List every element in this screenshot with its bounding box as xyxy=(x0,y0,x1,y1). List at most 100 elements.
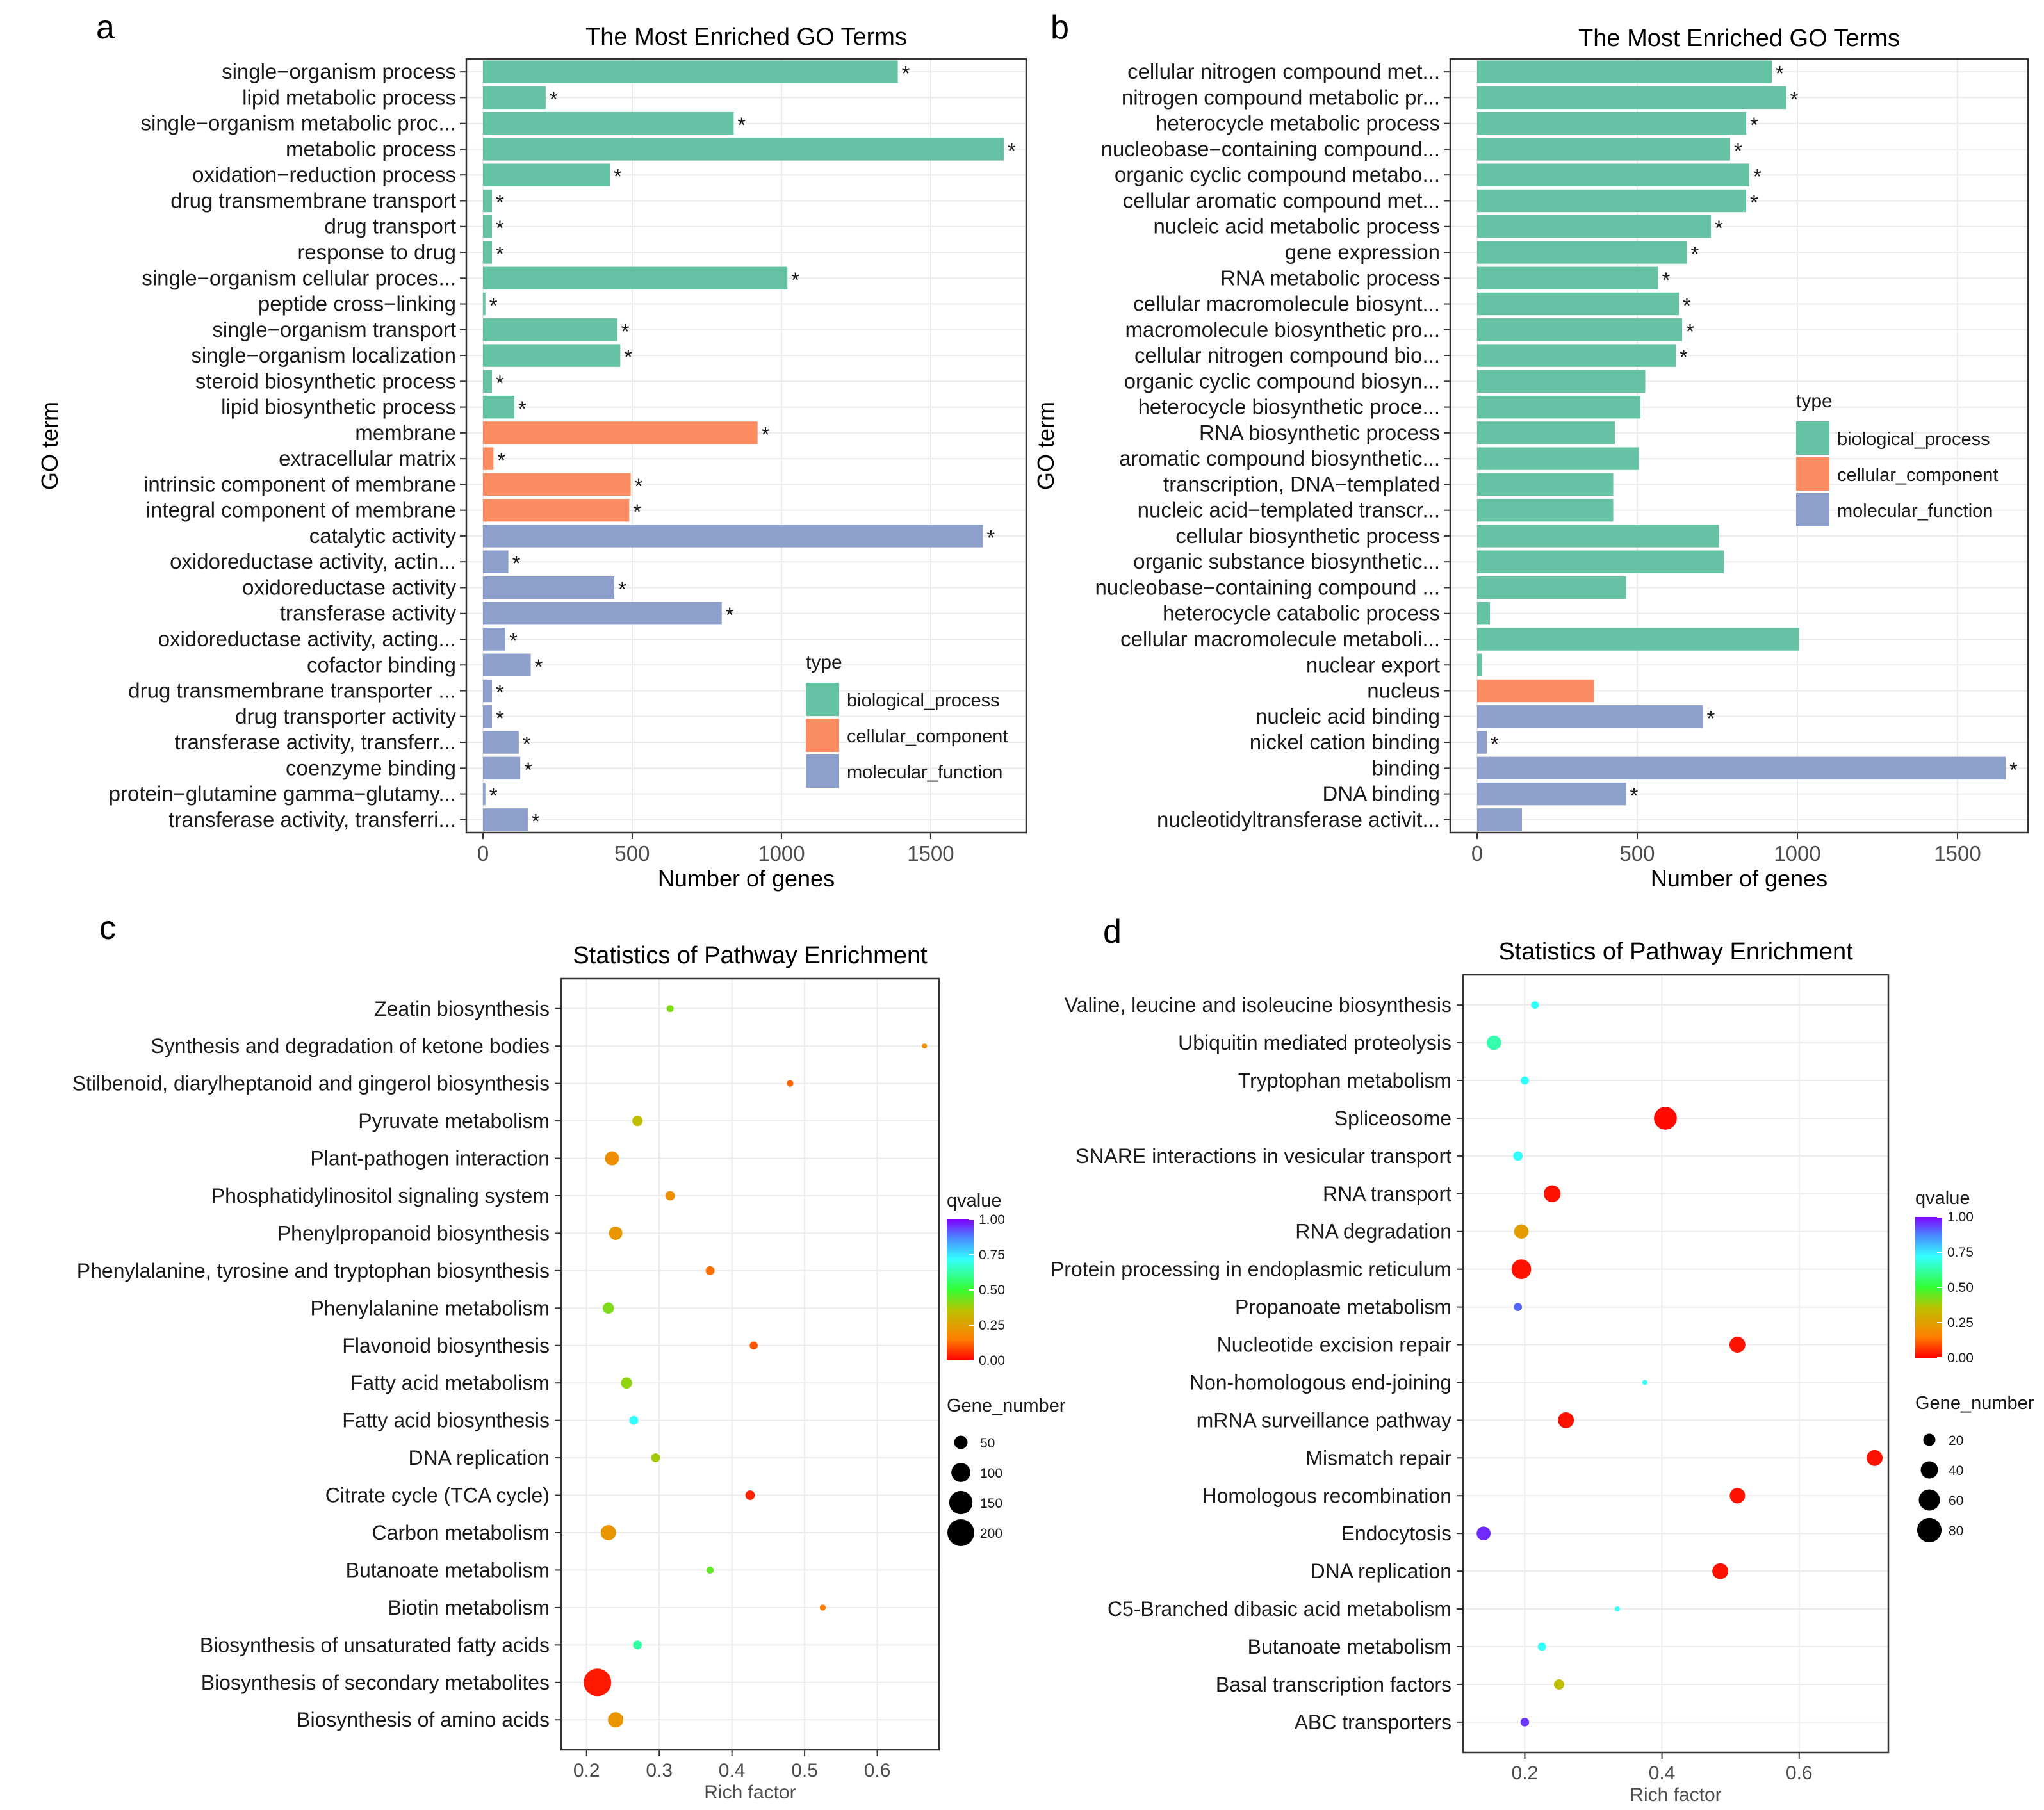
bar xyxy=(483,498,630,522)
category-label: transferase activity xyxy=(280,601,457,625)
data-point xyxy=(1513,1151,1523,1161)
size-legend-label: 100 xyxy=(980,1466,1002,1481)
colorbar-tick-label: 1.00 xyxy=(1947,1210,1974,1225)
significance-star: * xyxy=(1680,345,1688,369)
data-point xyxy=(1642,1380,1647,1385)
significance-star: * xyxy=(614,165,622,188)
bar xyxy=(483,241,492,264)
significance-star: * xyxy=(496,371,504,395)
legend-label: molecular_function xyxy=(1837,501,1993,521)
category-label: single−organism metabolic proc... xyxy=(141,111,457,135)
bar xyxy=(483,266,788,289)
size-legend-dot xyxy=(947,1519,974,1546)
category-label: lipid metabolic process xyxy=(242,85,456,109)
pathway-label: Fatty acid metabolism xyxy=(350,1371,550,1394)
panel-c: c Statistics of Pathway Enrichment Zeatin … xyxy=(72,909,1066,1803)
significance-star: * xyxy=(535,655,543,678)
bar xyxy=(1477,628,1799,651)
significance-star: * xyxy=(624,345,632,369)
category-label: integral component of membrane xyxy=(146,498,456,522)
category-label: nucleic acid metabolic process xyxy=(1153,215,1440,238)
category-label: organic substance biosynthetic... xyxy=(1133,550,1440,573)
chart-title: The Most Enriched GO Terms xyxy=(1578,25,1900,52)
pathway-label: Phosphatidylinositol signaling system xyxy=(211,1184,550,1207)
bar xyxy=(1477,189,1746,213)
bar xyxy=(483,602,722,625)
size-legend-dot xyxy=(1923,1433,1936,1446)
pathway-label: mRNA surveillance pathway xyxy=(1197,1408,1451,1431)
significance-star: * xyxy=(1753,165,1762,188)
x-tick-label: 0.4 xyxy=(1649,1763,1676,1784)
category-label: nickel cation binding xyxy=(1250,730,1440,754)
category-label: oxidoreductase activity, acting... xyxy=(158,627,456,651)
data-point xyxy=(1514,1224,1529,1239)
x-tick-label: 0.2 xyxy=(573,1760,600,1781)
size-legend-label: 60 xyxy=(1949,1494,1963,1508)
pathway-label: Synthesis and degradation of ketone bodi… xyxy=(151,1034,550,1057)
significance-star: * xyxy=(1630,784,1639,808)
significance-star: * xyxy=(532,810,540,833)
panel-d: d Statistics of Pathway Enrichment Valine,… xyxy=(1051,913,2034,1806)
colorbar-tick-label: 0.50 xyxy=(979,1283,1005,1298)
pathway-label: Fatty acid biosynthesis xyxy=(342,1409,550,1432)
plot-frame xyxy=(465,58,1027,834)
legend-swatch xyxy=(1796,493,1829,526)
size-legend-title: Gene_number xyxy=(947,1396,1066,1416)
bar xyxy=(483,215,492,238)
data-point xyxy=(600,1525,616,1540)
size-legend-label: 50 xyxy=(980,1436,995,1451)
bar xyxy=(1477,138,1730,161)
data-point xyxy=(1486,1035,1501,1050)
x-tick-label: 0.6 xyxy=(1786,1763,1813,1784)
data-point xyxy=(1614,1606,1620,1612)
bar xyxy=(483,86,546,110)
bar xyxy=(483,163,610,186)
data-point xyxy=(1514,1303,1523,1311)
data-point xyxy=(665,1191,675,1201)
bar xyxy=(483,550,509,573)
category-label: catalytic activity xyxy=(309,524,457,548)
significance-star: * xyxy=(621,320,630,343)
pathway-label: Stilbenoid, diarylheptanoid and gingerol… xyxy=(72,1072,550,1095)
x-tick-label: 0 xyxy=(477,842,489,865)
significance-star: * xyxy=(1734,139,1742,163)
pathway-label: Endocytosis xyxy=(1341,1522,1451,1545)
category-label: oxidoreductase activity xyxy=(242,575,456,599)
legend-label: cellular_component xyxy=(1837,465,1998,485)
bar xyxy=(483,756,521,780)
category-label: response to drug xyxy=(297,240,456,264)
data-point xyxy=(609,1226,623,1240)
category-label: heterocycle metabolic process xyxy=(1156,111,1440,135)
bar xyxy=(483,370,492,393)
colorbar-tick-label: 0.00 xyxy=(979,1353,1005,1368)
bar xyxy=(1477,163,1749,186)
legend-swatch xyxy=(1796,457,1829,491)
category-label: nucleotidyltransferase activit... xyxy=(1157,808,1440,831)
data-point xyxy=(1558,1412,1574,1428)
panel-label: d xyxy=(1103,913,1122,950)
pathway-label: Spliceosome xyxy=(1334,1107,1451,1130)
data-point xyxy=(666,1005,674,1013)
bar xyxy=(1477,808,1522,831)
bar xyxy=(1477,241,1687,264)
significance-star: * xyxy=(1715,216,1723,240)
x-tick-label: 1500 xyxy=(907,842,954,865)
pathway-label: Biotin metabolism xyxy=(388,1596,550,1619)
significance-star: * xyxy=(550,87,558,111)
size-legend-label: 80 xyxy=(1949,1524,1963,1538)
category-label: nucleic acid−templated transcr... xyxy=(1138,498,1440,522)
significance-star: * xyxy=(986,526,995,550)
data-point xyxy=(1520,1076,1529,1085)
size-legend-label: 200 xyxy=(980,1526,1002,1541)
data-point xyxy=(608,1712,624,1728)
category-label: cofactor binding xyxy=(307,653,456,676)
pathway-label: Carbon metabolism xyxy=(372,1521,550,1544)
x-tick-label: 500 xyxy=(614,842,650,865)
significance-star: * xyxy=(762,423,770,446)
pathway-label: Phenylpropanoid biosynthesis xyxy=(277,1221,550,1244)
significance-star: * xyxy=(2009,758,2018,781)
significance-star: * xyxy=(635,474,643,498)
significance-star: * xyxy=(1776,61,1784,85)
category-label: protein−glutamine gamma−glutamy... xyxy=(109,782,456,806)
